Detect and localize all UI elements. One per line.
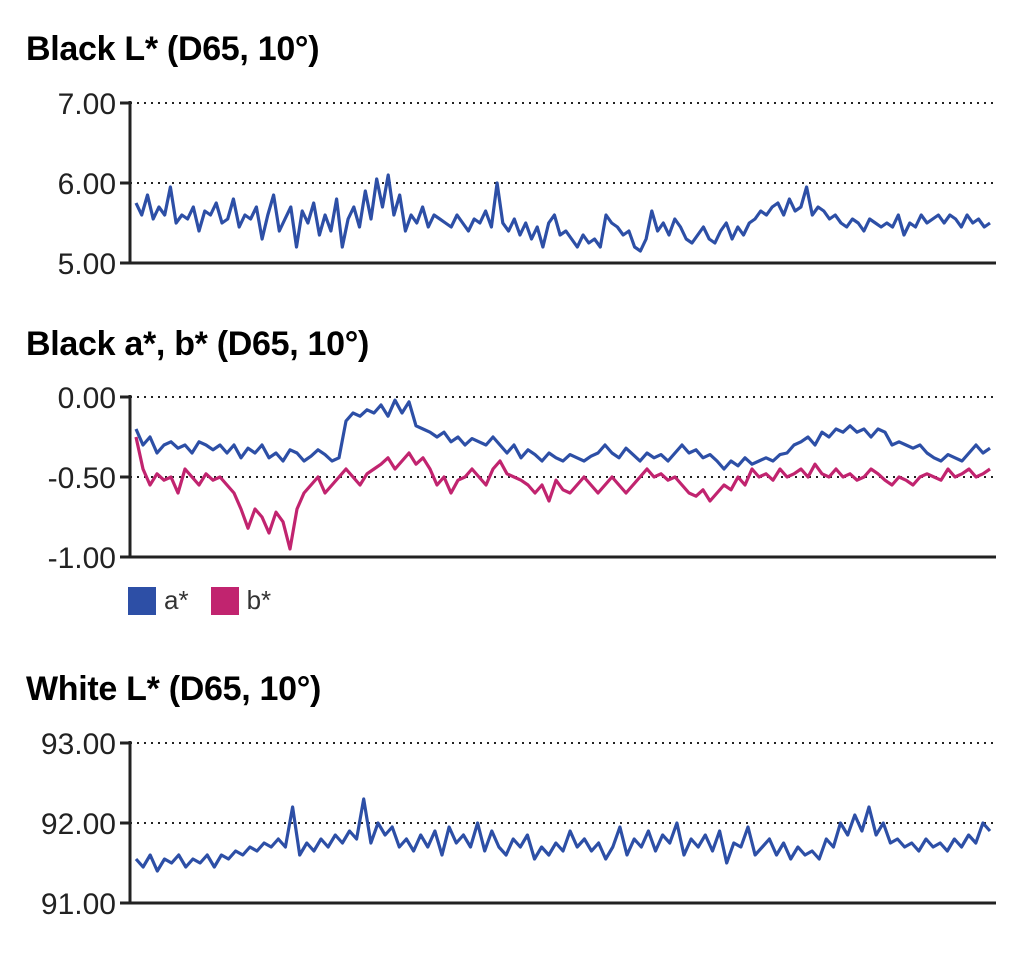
series-line-black-ab-b [134,436,991,551]
y-tick-label-black-ab: 0.00 [58,382,116,415]
y-tick-label-black-ab: -1.00 [48,542,116,575]
series-line-black-l-0 [134,173,991,253]
series-line-white-l-0 [134,797,992,873]
legend-swatch-b [210,586,239,615]
legend: a* b* [128,585,293,616]
y-tick-label-black-ab: -0.50 [48,462,116,495]
chart-title-black-l: Black L* (D65, 10°) [26,30,320,68]
y-tick-label-black-l: 6.00 [58,168,116,201]
y-tick-label-white-l: 91.00 [41,888,116,921]
legend-item-b: b* [210,585,272,616]
chart-title-black-ab: Black a*, b* (D65, 10°) [26,325,370,363]
y-tick-label-white-l: 93.00 [41,728,116,761]
series-line-black-ab-a [134,398,991,471]
chart-title-white-l: White L* (D65, 10°) [26,670,322,708]
y-tick-label-black-l: 7.00 [58,88,116,121]
legend-label-b: b* [246,585,272,615]
y-tick-label-white-l: 92.00 [41,808,116,841]
legend-item-a: a* [128,585,189,616]
legend-label-a: a* [164,585,189,615]
legend-swatch-a [128,586,156,615]
y-tick-label-black-l: 5.00 [58,248,116,281]
